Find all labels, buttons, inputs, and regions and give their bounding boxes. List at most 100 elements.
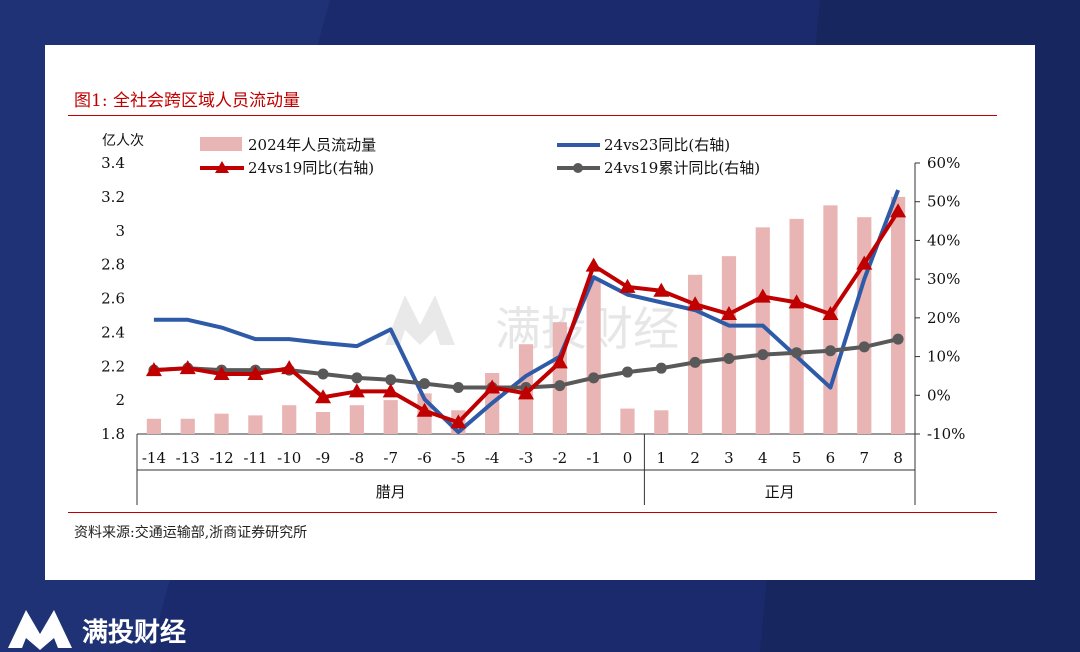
circle-point [385,374,397,386]
left-tick-label: 3 [115,222,125,240]
x-tick-label: -1 [586,449,601,467]
bar [620,408,635,434]
circle-point [621,366,633,378]
bar [755,227,770,434]
x-tick-label: -10 [277,449,301,467]
circle-point [689,356,701,368]
x-tick-label: 5 [792,449,802,467]
triangle-point [382,383,399,398]
brand-name: 满投财经 [82,618,187,648]
right-tick-label: 40% [927,231,960,249]
circle-point [588,372,600,384]
right-tick-label: 60% [927,154,960,172]
triangle-point [348,383,365,398]
group-label-zhengyue: 正月 [765,483,795,501]
circle-point [317,368,329,380]
x-tick-label: -4 [485,449,500,467]
circle-point [824,345,836,357]
triangle-point [450,414,467,429]
triangle-point [213,365,230,380]
left-tick-label: 2 [115,391,125,409]
circle-point [723,353,735,365]
x-tick-label: -14 [142,449,166,467]
x-tick-label: 0 [623,449,633,467]
right-tick-label: 50% [927,193,960,211]
circle-point [858,341,870,353]
x-tick-label: -6 [417,449,432,467]
x-tick-label: -9 [316,449,331,467]
triangle-point [890,203,907,218]
triangle-point [518,385,534,400]
triangle-point [788,294,805,309]
source-rule [68,512,997,513]
triangle-point [687,296,704,311]
triangle-point [179,360,196,375]
triangle-point [856,255,873,270]
right-tick-label: -10% [927,425,965,443]
right-tick-label: 0% [927,386,951,404]
right-tick-label: 20% [927,309,960,327]
triangle-point [145,362,162,377]
x-tick-label: 1 [657,449,667,467]
circle-point [757,349,769,361]
left-tick-label: 1.8 [101,425,125,443]
line-series [145,189,907,435]
left-tick-label: 2.4 [101,323,125,341]
bar [383,400,398,434]
triangle-point [484,379,501,394]
legend-label-24vs19: 24vs19同比(右轴) [248,159,374,177]
bar [248,415,263,434]
triangle-point [315,389,332,404]
x-tick-label: 7 [859,449,869,467]
x-tick-label: -11 [243,449,267,467]
x-tick-label: -7 [383,449,398,467]
axes: 1.822.22.42.62.833.23.4-10%0%10%20%30%40… [101,154,965,505]
x-tick-label: -5 [451,449,466,467]
legend-marker-cum [573,163,583,173]
triangle-point [619,278,636,293]
legend-label-cum: 24vs19累计同比(右轴) [604,159,760,177]
triangle-point [551,354,568,369]
left-tick-label: 3.2 [101,188,125,206]
circle-point [655,362,667,374]
title-rule [68,115,997,116]
triangle-point [416,402,433,417]
group-label-layue: 腊月 [376,483,406,501]
left-axis-unit: 亿人次 [102,133,144,149]
bar [688,274,703,434]
bar [214,413,229,434]
x-tick-label: 8 [893,449,903,467]
right-tick-label: 30% [927,270,960,288]
legend-swatch-bar [200,137,242,151]
bar [146,418,162,434]
brand-logo-icon [8,610,72,650]
series-line [153,189,900,435]
bar [180,418,195,434]
bar [282,405,297,434]
x-tick-label: 3 [724,449,734,467]
triangle-point [247,365,264,380]
bar [586,278,601,434]
legend-marker-24vs19 [215,161,229,173]
circle-point [419,378,431,390]
bar [890,196,906,434]
right-tick-label: 10% [927,348,960,366]
circle-point [554,380,566,392]
bar [857,217,872,434]
bar [789,218,804,434]
x-tick-label: -13 [176,449,200,467]
x-tick-label: 2 [690,449,700,467]
triangle-point [822,305,839,320]
source-note: 资料来源:交通运输部,浙商证券研究所 [74,525,308,541]
x-tick-label: -12 [209,449,233,467]
left-tick-label: 2.6 [101,290,125,308]
triangle-point [653,282,670,297]
bar [654,410,669,434]
legend: 2024年人员流动量 24vs23同比(右轴) 24vs19同比(右轴) 24vs19… [200,136,760,177]
x-tick-label: -3 [519,449,534,467]
watermark-logo-icon [385,295,455,345]
circle-point [452,382,464,394]
bar [721,256,737,434]
circle-point [892,333,904,345]
